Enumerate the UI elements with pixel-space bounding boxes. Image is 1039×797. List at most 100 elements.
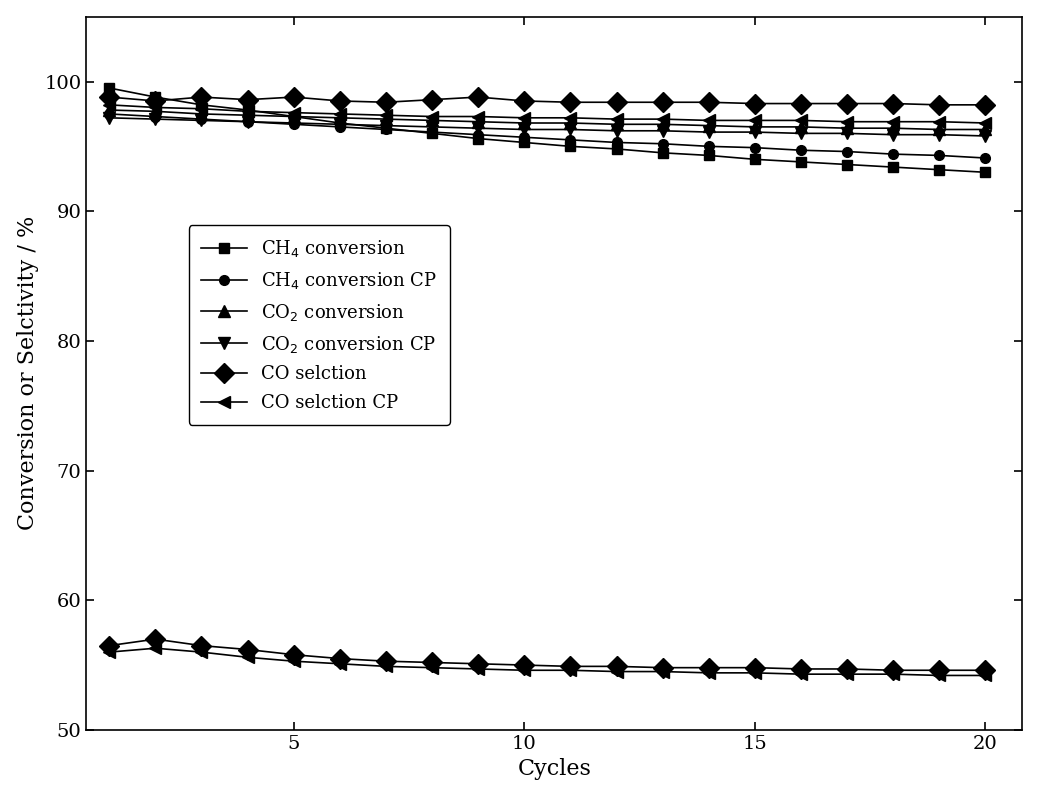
CH$_4$ conversion [518,138,531,147]
CO selction CP [103,100,115,110]
CH$_4$ conversion CP [610,138,622,147]
CH$_4$ conversion [195,100,208,110]
CH$_4$ conversion [933,165,945,175]
CO$_2$ conversion CP [103,113,115,123]
CH$_4$ conversion CP [702,142,715,151]
CO selction [195,92,208,102]
CO selction [518,96,531,106]
CO selction [426,95,438,104]
CO$_2$ conversion [518,118,531,128]
CH$_4$ conversion CP [241,117,254,127]
CH$_4$ conversion [334,118,346,128]
CO selction [150,96,162,106]
CO$_2$ conversion [610,120,622,129]
CO$_2$ conversion CP [288,118,300,128]
CH$_4$ conversion [103,83,115,92]
CO$_2$ conversion CP [933,130,945,139]
CO selction CP [564,113,577,123]
CO selction CP [979,118,991,128]
CO selction CP [933,117,945,127]
CO$_2$ conversion [702,121,715,131]
CO selction CP [150,103,162,112]
CO selction [795,99,807,108]
CO selction CP [702,116,715,125]
CH$_4$ conversion [749,155,762,164]
CO selction [979,100,991,110]
CH$_4$ conversion CP [518,132,531,142]
CH$_4$ conversion [610,144,622,154]
CO selction CP [334,109,346,119]
CO selction [749,99,762,108]
CH$_4$ conversion CP [288,120,300,129]
CO$_2$ conversion CP [564,124,577,134]
CO$_2$ conversion CP [195,116,208,125]
CH$_4$ conversion [657,148,669,158]
CO$_2$ conversion [749,122,762,132]
X-axis label: Cycles: Cycles [517,758,591,780]
CO selction CP [241,107,254,116]
CO$_2$ conversion [933,124,945,134]
Line: CO selction: CO selction [102,90,992,112]
CO selction [610,97,622,107]
CH$_4$ conversion CP [195,114,208,124]
CO$_2$ conversion [564,118,577,128]
CO selction CP [887,117,900,127]
CO$_2$ conversion CP [610,126,622,135]
CO$_2$ conversion CP [841,128,853,138]
CO$_2$ conversion [841,124,853,133]
CH$_4$ conversion CP [334,122,346,132]
CO selction [103,92,115,102]
CO$_2$ conversion CP [241,117,254,127]
CH$_4$ conversion [795,157,807,167]
CO selction CP [288,108,300,117]
CH$_4$ conversion CP [933,151,945,160]
CH$_4$ conversion [150,92,162,102]
CO$_2$ conversion [979,124,991,134]
CH$_4$ conversion CP [150,112,162,121]
CO$_2$ conversion CP [657,126,669,135]
CH$_4$ conversion [379,124,392,133]
CO selction [841,99,853,108]
Line: CO selction CP: CO selction CP [103,99,991,129]
CO$_2$ conversion [887,124,900,133]
Line: CO$_2$ conversion: CO$_2$ conversion [104,104,991,135]
CO selction [241,95,254,104]
CO selction CP [610,114,622,124]
CO$_2$ conversion [795,122,807,132]
CH$_4$ conversion CP [749,143,762,152]
CH$_4$ conversion CP [841,147,853,156]
CO selction CP [518,113,531,123]
CO$_2$ conversion [426,116,438,125]
CH$_4$ conversion CP [795,146,807,155]
Line: CH$_4$ conversion CP: CH$_4$ conversion CP [104,109,990,163]
CH$_4$ conversion [887,163,900,172]
Line: CO$_2$ conversion CP: CO$_2$ conversion CP [104,112,991,142]
CO selction CP [795,116,807,125]
CO$_2$ conversion [195,109,208,119]
CO selction [933,100,945,110]
Legend: CH$_4$ conversion, CH$_4$ conversion CP, CO$_2$ conversion, CO$_2$ conversion CP: CH$_4$ conversion, CH$_4$ conversion CP,… [189,226,450,425]
CO selction [702,97,715,107]
CH$_4$ conversion CP [426,128,438,137]
CH$_4$ conversion CP [379,124,392,134]
CO selction [657,97,669,107]
CO selction CP [426,112,438,121]
CH$_4$ conversion [472,134,484,143]
CO$_2$ conversion [241,111,254,120]
CO$_2$ conversion CP [150,114,162,124]
CO$_2$ conversion CP [518,124,531,134]
CH$_4$ conversion CP [564,135,577,144]
CO selction CP [472,112,484,121]
CO$_2$ conversion CP [749,128,762,137]
CO selction CP [195,104,208,113]
CO selction [334,96,346,106]
CO$_2$ conversion [657,120,669,129]
CH$_4$ conversion [288,112,300,121]
CO selction CP [379,111,392,120]
Y-axis label: Conversion or Selctivity / %: Conversion or Selctivity / % [17,216,38,531]
CH$_4$ conversion CP [657,139,669,148]
CO selction [472,92,484,102]
CO selction [379,97,392,107]
CO$_2$ conversion CP [379,121,392,131]
CO selction [564,97,577,107]
